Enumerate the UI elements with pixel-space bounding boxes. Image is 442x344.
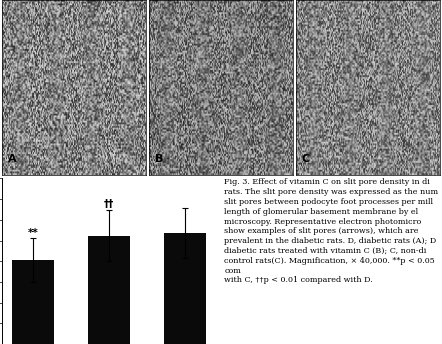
Bar (164, 233, 206, 344)
Text: C: C (301, 154, 310, 164)
Text: **: ** (27, 228, 38, 238)
Text: B: B (155, 154, 163, 164)
Bar (12, 260, 54, 344)
Text: A: A (8, 154, 17, 164)
Text: ††: †† (104, 199, 114, 209)
Bar (88, 236, 130, 344)
Text: Fig. 3. Effect of vitamin C on slit pore density in di
rats. The slit pore densi: Fig. 3. Effect of vitamin C on slit pore… (225, 179, 438, 284)
